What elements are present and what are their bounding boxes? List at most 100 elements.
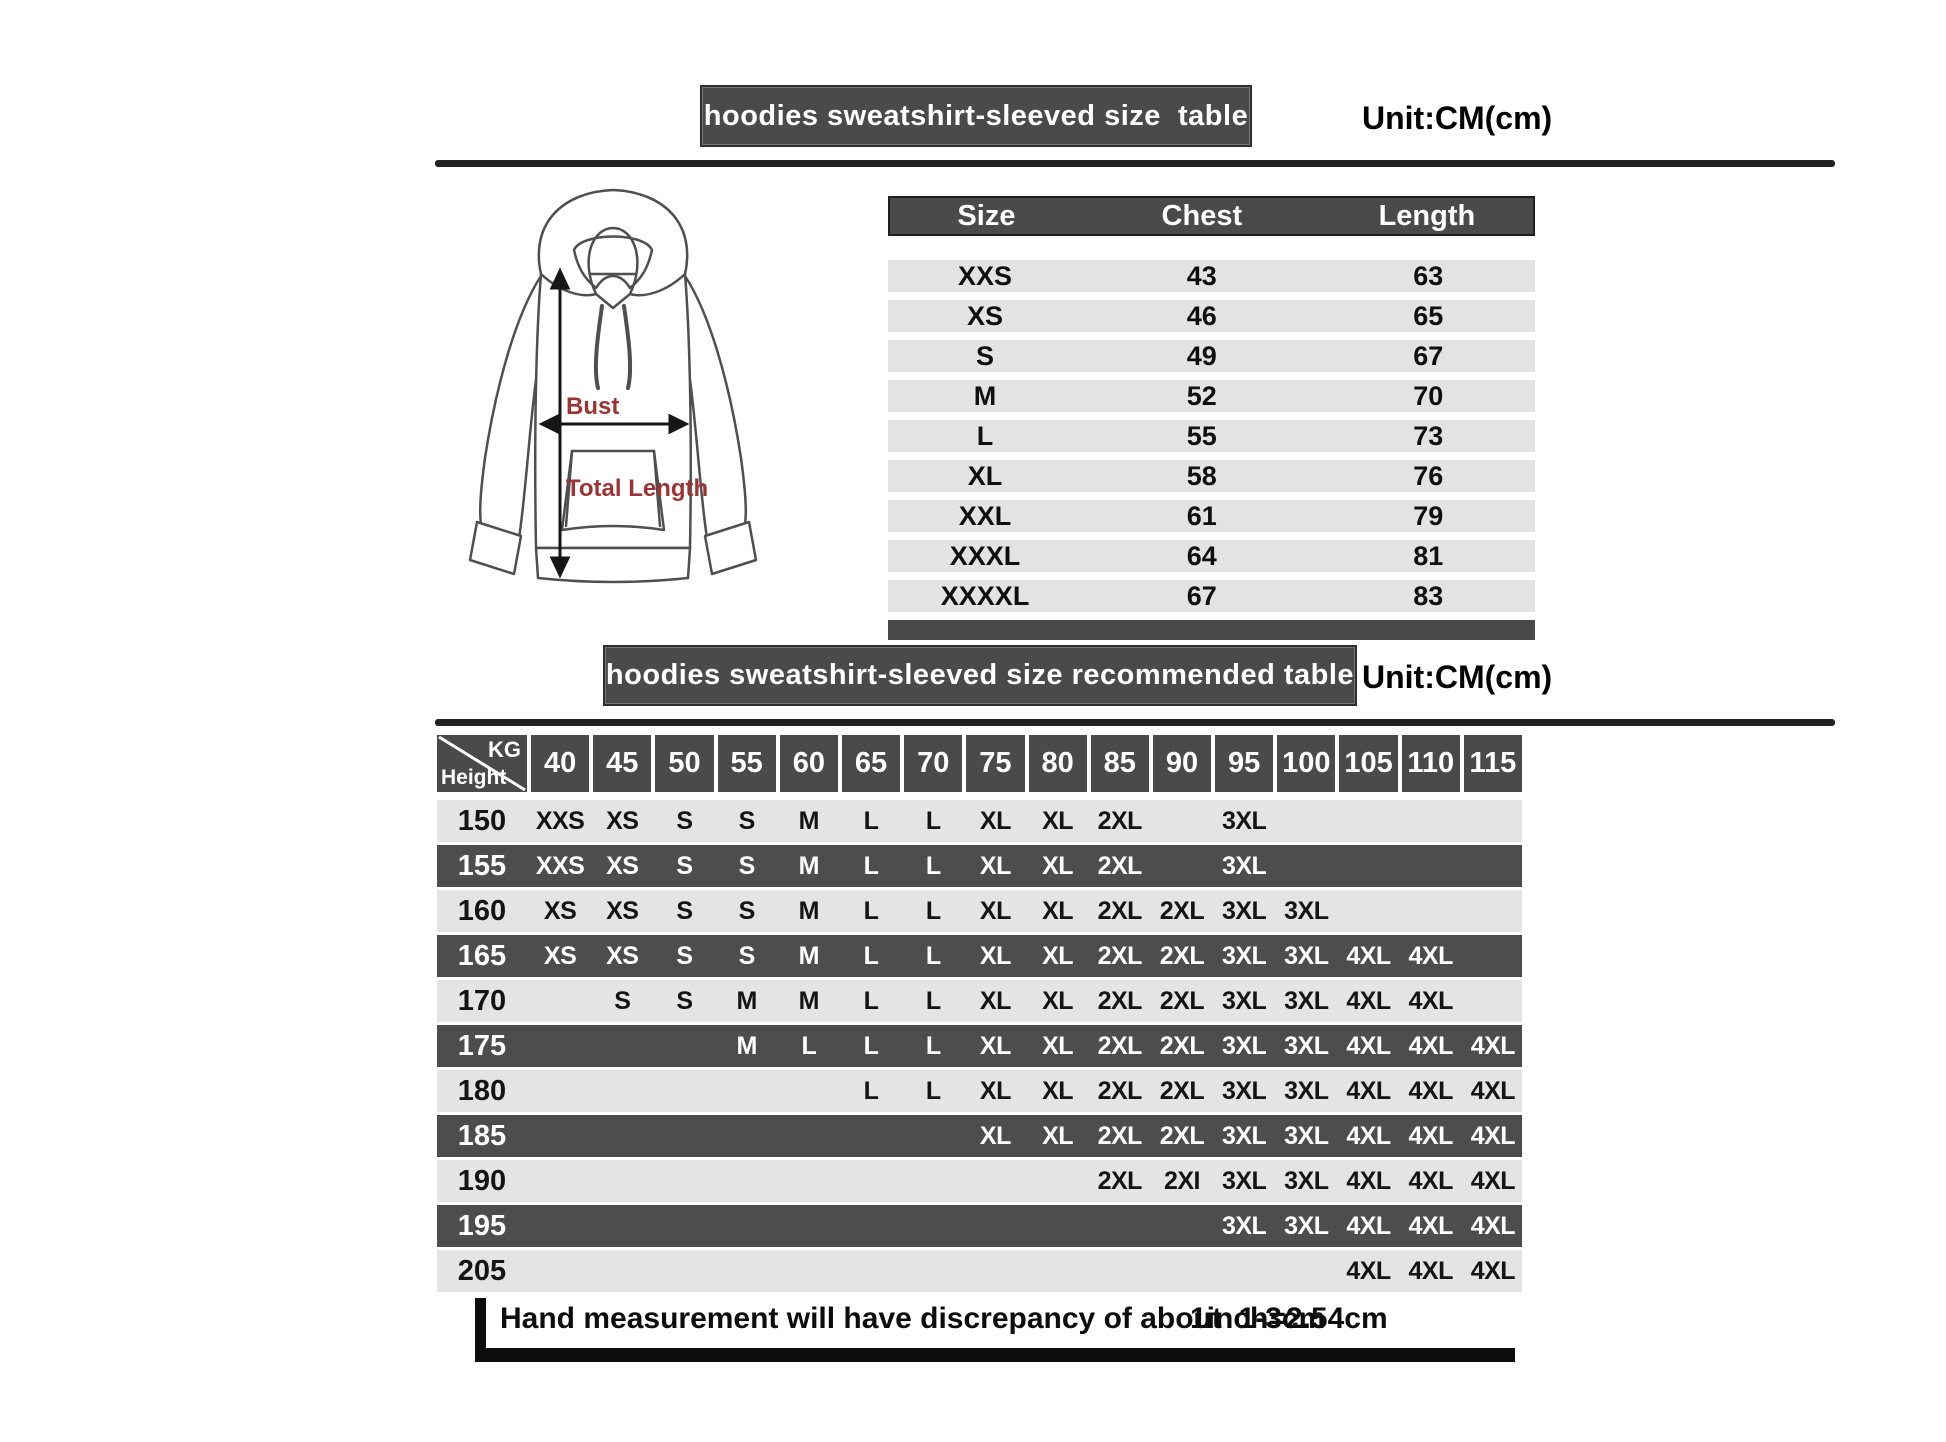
chest-value: 49 xyxy=(1186,340,1217,371)
recommended-size-cell: S xyxy=(676,806,693,835)
recommended-size-cell: 4XL xyxy=(1346,1121,1391,1150)
size-value: XS xyxy=(967,300,1004,331)
recommended-size-cell: L xyxy=(863,1031,879,1060)
recommended-size-cell: 3XL xyxy=(1221,851,1267,880)
chest-value: 43 xyxy=(1186,260,1217,291)
height-label: 175 xyxy=(457,1029,507,1062)
kg-height-corner-cell: KG Height xyxy=(437,735,527,792)
recommended-size-matrix: KG Height 40 45 50 55 60 65 70 75 80 85 90 95 100 105… xyxy=(437,735,1522,1295)
recommended-size-cell: M xyxy=(736,1031,757,1060)
recommended-size-cell: 4XL xyxy=(1346,1076,1391,1105)
size-value: XXL xyxy=(958,500,1012,531)
matrix-body: 150 XXS XS S S M L L XL XL 2XL 3XL 155 XXS XS S S M L L XL XL… xyxy=(437,800,1522,1292)
recommended-size-cell: L xyxy=(925,851,941,880)
weight-header-40: 40 xyxy=(531,735,590,792)
size-table: Size Chest Length XXS 43 63 XS 46 65 S 49 67 M 52 70 L… xyxy=(888,196,1535,640)
recommended-size-cell: 3XL xyxy=(1221,1121,1267,1150)
corner-diagonal-line xyxy=(438,735,526,792)
recommended-size-cell: M xyxy=(798,986,820,1015)
recommended-size-cell: XL xyxy=(979,941,1011,970)
hoodie-pocket-seams xyxy=(564,449,662,528)
weight-header-90: 90 xyxy=(1152,735,1212,792)
recommended-size-cell: 3XL xyxy=(1221,986,1267,1015)
size-table-header-chest: Chest xyxy=(1161,199,1243,232)
recommended-size-cell: S xyxy=(738,806,756,835)
recommended-size-cell: S xyxy=(676,851,693,880)
height-axis-label: Height xyxy=(441,766,507,789)
recommended-size-cell: XL xyxy=(979,1121,1011,1150)
recommended-size-cell: 4XL xyxy=(1408,1031,1454,1060)
size-value: XXXL xyxy=(949,540,1021,571)
size-table-bottom-bar xyxy=(888,620,1535,640)
recommended-size-cell: 4XL xyxy=(1408,1256,1454,1285)
length-value: 83 xyxy=(1413,580,1444,611)
size-table-row-xs: XS 46 65 xyxy=(888,300,1535,332)
bust-label: Bust xyxy=(566,393,619,420)
hoodie-right-sleeve xyxy=(683,274,748,540)
size-value: XL xyxy=(967,460,1003,491)
length-value: 63 xyxy=(1413,260,1444,291)
chest-value: 58 xyxy=(1186,460,1217,491)
size-value: L xyxy=(976,420,994,451)
size-table-row-xl: XL 58 76 xyxy=(888,460,1535,492)
recommended-size-cell: 2XL xyxy=(1097,1121,1143,1150)
inch-conversion-note: 1inch=2.54cm xyxy=(1190,1302,1388,1335)
hoodie-left-sleeve xyxy=(478,274,543,540)
recommended-size-cell: XL xyxy=(1042,1121,1074,1150)
weight-header-95: 95 xyxy=(1215,735,1274,792)
recommended-size-cell: XL xyxy=(979,806,1011,835)
size-table-body: XXS 43 63 XS 46 65 S 49 67 M 52 70 L 55 73 XL 58 76 XXL 61 7… xyxy=(888,260,1535,612)
recommended-size-cell: 3XL xyxy=(1284,1211,1329,1240)
size-table-row-xxxxl: XXXXL 67 83 xyxy=(888,580,1535,612)
weight-header-75: 75 xyxy=(966,735,1025,792)
recommended-size-cell: 4XL xyxy=(1408,1121,1454,1150)
recommended-size-cell: 4XL xyxy=(1470,1166,1516,1195)
recommended-size-cell: 3XL xyxy=(1284,1166,1329,1195)
recommended-size-cell: 4XL xyxy=(1470,1121,1516,1150)
height-row-190: 190 2XL 2XI 3XL 3XL 4XL 4XL 4XL xyxy=(437,1160,1522,1202)
recommended-size-cell: 3XL xyxy=(1221,1031,1267,1060)
recommended-size-cell: 3XL xyxy=(1284,1121,1329,1150)
recommended-size-cell: 4XL xyxy=(1470,1076,1516,1105)
height-row-205: 205 4XL 4XL 4XL xyxy=(437,1250,1522,1292)
divider-middle xyxy=(435,719,1835,726)
recommended-size-cell: 2XL xyxy=(1097,1166,1143,1195)
weight-header-105: 105 xyxy=(1339,735,1398,792)
recommended-size-cell: XS xyxy=(543,941,577,970)
hoodie-left-cuff xyxy=(468,520,523,576)
weight-header-45: 45 xyxy=(593,735,652,792)
weight-header-110: 110 xyxy=(1401,735,1460,792)
recommended-size-cell: 2XI xyxy=(1163,1166,1201,1195)
weight-header-100: 100 xyxy=(1277,735,1336,792)
recommended-size-cell: 2XL xyxy=(1097,986,1143,1015)
recommended-size-cell: XL xyxy=(979,896,1011,925)
size-table-row-xxs: XXS 43 63 xyxy=(888,260,1535,292)
chest-value: 55 xyxy=(1186,420,1217,451)
chest-value: 52 xyxy=(1186,380,1217,411)
recommended-size-cell: 2XL xyxy=(1097,1076,1143,1105)
hoodie-drawstring-left xyxy=(593,304,604,390)
height-label: 180 xyxy=(457,1074,507,1107)
recommended-size-cell: 2XL xyxy=(1159,1121,1205,1150)
recommended-size-cell: XL xyxy=(1042,806,1074,835)
recommended-size-cell: M xyxy=(736,986,757,1015)
recommended-size-cell: 4XL xyxy=(1346,941,1391,970)
chest-value: 64 xyxy=(1186,540,1217,571)
recommended-size-cell: M xyxy=(798,896,820,925)
recommended-size-cell: 3XL xyxy=(1284,1076,1329,1105)
recommended-size-cell: 3XL xyxy=(1221,941,1267,970)
chest-value: 67 xyxy=(1186,580,1217,611)
size-table-row-xxxl: XXXL 64 81 xyxy=(888,540,1535,572)
size-table-title: hoodies sweatshirt-sleeved size table xyxy=(703,99,1249,132)
recommended-size-cell: 2XL xyxy=(1097,851,1143,880)
recommended-size-cell: 4XL xyxy=(1408,1076,1454,1105)
footer-left-bar xyxy=(475,1298,486,1360)
size-value: XXXXL xyxy=(940,580,1030,611)
recommended-size-cell: 4XL xyxy=(1470,1031,1516,1060)
recommended-size-cell: 4XL xyxy=(1408,941,1454,970)
length-value: 73 xyxy=(1413,420,1444,451)
recommended-size-cell: M xyxy=(798,806,820,835)
hoodie-hood-opening xyxy=(572,235,654,290)
recommended-size-cell: XS xyxy=(606,851,639,880)
recommended-size-cell: M xyxy=(798,941,820,970)
